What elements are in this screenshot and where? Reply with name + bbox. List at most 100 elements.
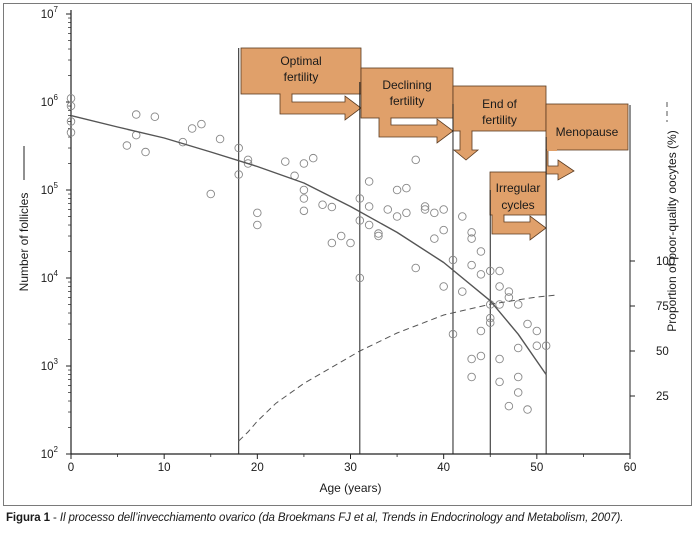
- phase-arrow-seam: [547, 149, 557, 151]
- follicle-point: [253, 220, 262, 230]
- phase-arrow-seam: [280, 93, 292, 95]
- follicle-point: [383, 205, 393, 214]
- x-tick-label: 20: [251, 462, 264, 474]
- right-tick-label: 100: [656, 256, 675, 268]
- x-tick-label: 30: [344, 462, 357, 474]
- follicle-point: [355, 194, 365, 203]
- follicle-point: [66, 117, 76, 126]
- follicle-point: [504, 287, 514, 296]
- follicle-point: [411, 263, 420, 273]
- follicle-point: [430, 208, 439, 218]
- phase-arrow-seam: [379, 117, 391, 119]
- follicle-point: [308, 153, 318, 163]
- x-tick-label: 0: [68, 462, 74, 474]
- follicle-point: [392, 212, 402, 221]
- phase-arrow-shape: [491, 214, 547, 241]
- phase-banner: [489, 171, 547, 216]
- follicle-point: [523, 405, 532, 414]
- follicle-point: [495, 282, 504, 291]
- follicle-point: [513, 388, 523, 397]
- y-tick-label: 106: [41, 93, 59, 109]
- x-tick-label: 60: [624, 462, 637, 474]
- follicle-point: [374, 229, 383, 238]
- follicle-point: [458, 212, 467, 221]
- follicle-fit-curve: [70, 114, 547, 375]
- follicle-point: [458, 287, 467, 296]
- y-tick-label: 103: [41, 357, 59, 373]
- x-axis-title: Age (years): [319, 481, 381, 495]
- follicle-point: [234, 143, 243, 153]
- y-tick-exponent: 6: [54, 93, 59, 102]
- follicle-point: [66, 101, 76, 111]
- y-axis-title: Number of follicles: [17, 193, 31, 292]
- y-tick-label: 104: [41, 269, 59, 285]
- follicle-point: [355, 273, 365, 283]
- follicle-point: [281, 157, 290, 166]
- follicle-point: [197, 119, 206, 129]
- caption-separator: -: [49, 512, 60, 524]
- phase-arrow: Irregular cycles: [489, 171, 547, 241]
- follicle-point: [495, 266, 504, 276]
- follicle-point: [513, 300, 523, 309]
- phase-label: cycles: [501, 198, 534, 212]
- right-tick-label: 50: [656, 346, 669, 358]
- follicle-point: [486, 266, 495, 276]
- follicle-point: [495, 377, 504, 387]
- follicle-point: [513, 343, 523, 353]
- phase-banner: [360, 67, 454, 119]
- follicle-point: [299, 206, 309, 216]
- follicle-point: [448, 255, 458, 265]
- follicle-point: [420, 205, 430, 214]
- x-tick-label: 40: [437, 462, 450, 474]
- follicle-point: [504, 293, 514, 302]
- phase-arrow: Optimal fertility: [240, 47, 362, 121]
- phase-arrow-shape: [378, 117, 454, 144]
- y-tick-exponent: 2: [54, 445, 59, 454]
- phase-label: fertility: [482, 113, 517, 127]
- follicle-point: [346, 238, 355, 248]
- follicle-point: [467, 372, 476, 382]
- follicle-point: [299, 159, 309, 168]
- y-tick-label: 107: [41, 5, 59, 21]
- follicle-point: [122, 141, 132, 150]
- follicle-point: [532, 326, 542, 336]
- follicle-point: [364, 177, 374, 186]
- phase-label: Irregular: [496, 181, 541, 195]
- y-tick-label: 105: [41, 181, 59, 197]
- follicle-point: [187, 124, 197, 133]
- y-tick-exponent: 3: [54, 357, 59, 366]
- follicle-point: [523, 319, 532, 329]
- phase-arrow: Declining fertility: [360, 67, 454, 144]
- phase-arrow-seam: [460, 130, 472, 132]
- follicle-point: [430, 234, 439, 243]
- axis-labels: 0 10 20 30 40 50 60102103104105106107255075100…: [17, 5, 679, 495]
- curves: [70, 114, 556, 442]
- follicle-point: [66, 128, 76, 137]
- follicle-point: [364, 202, 374, 211]
- follicle-point: [402, 183, 411, 193]
- follicle-point: [150, 112, 160, 121]
- caption-text: Il processo dell’invecchiamento ovarico …: [59, 512, 624, 524]
- follicle-point: [439, 205, 448, 214]
- phase-arrow-shape: [452, 130, 480, 161]
- phase-arrow: End of fertility: [452, 85, 547, 161]
- follicle-point: [355, 216, 365, 225]
- right-axis-title: Proportion of poor-quality oocytes (%): [665, 130, 679, 331]
- phase-label: fertility: [284, 70, 319, 84]
- follicle-point: [513, 372, 523, 382]
- follicle-point: [476, 270, 486, 279]
- follicle-point: [215, 134, 225, 144]
- x-tick-label: 50: [530, 462, 543, 474]
- follicle-point: [299, 185, 309, 195]
- follicle-point: [495, 300, 504, 309]
- follicle-point: [541, 341, 551, 350]
- follicle-point: [392, 185, 402, 195]
- phase-banner: [452, 85, 547, 132]
- follicle-point: [336, 231, 346, 241]
- right-tick-label: 25: [656, 391, 669, 403]
- follicle-point: [131, 110, 141, 119]
- follicle-point: [411, 155, 420, 165]
- follicle-point: [318, 200, 327, 209]
- follicle-point: [467, 354, 476, 364]
